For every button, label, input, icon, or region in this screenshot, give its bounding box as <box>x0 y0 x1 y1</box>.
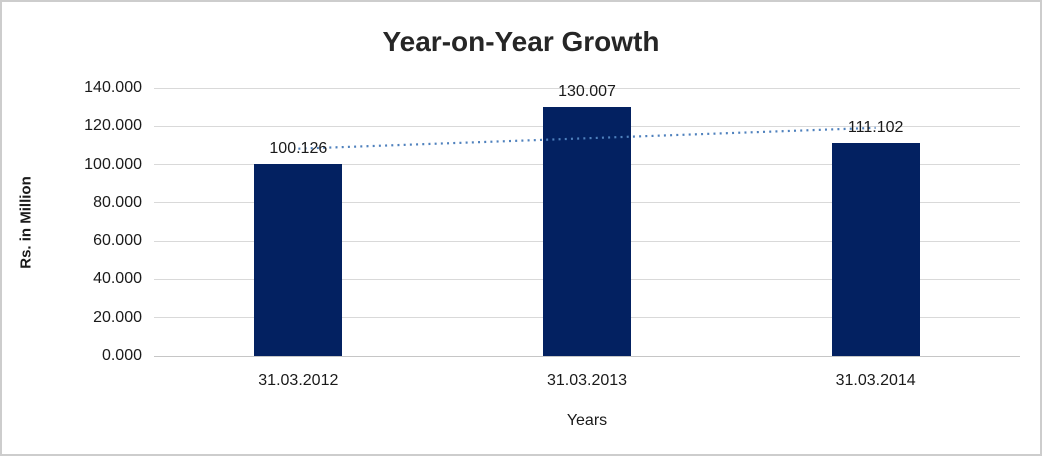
x-tick-label: 31.03.2014 <box>835 372 916 389</box>
bar <box>831 143 920 356</box>
y-tick-label: 100.000 <box>84 155 142 173</box>
y-tick-label: 0.000 <box>101 347 142 364</box>
y-tick-label: 120.000 <box>84 117 142 135</box>
y-tick-label: 60.000 <box>93 232 142 250</box>
y-tick-label: 40.000 <box>93 270 142 288</box>
gridline <box>154 355 1020 357</box>
y-axis-title: Rs. in Million <box>17 176 35 269</box>
y-tick-label: 20.000 <box>93 308 142 326</box>
trendline-segment <box>298 126 876 150</box>
bar <box>543 107 631 356</box>
gridline <box>154 87 1020 89</box>
bar <box>254 164 343 356</box>
y-tick-label: 140.000 <box>84 79 142 96</box>
x-axis-title: Years <box>566 412 608 429</box>
bar-value-label: 111.102 <box>847 119 904 137</box>
chart-title: Year-on-Year Growth <box>382 26 660 57</box>
bar-value-label: 130.007 <box>558 83 616 101</box>
bar-value-label: 100.126 <box>269 140 328 158</box>
y-tick-label: 80.000 <box>93 193 142 211</box>
x-tick-label: 31.03.2013 <box>546 372 628 389</box>
x-tick-label: 31.03.2012 <box>258 372 339 389</box>
plot-area: 0.000 20.000 40.000 60.000 80.000 100.000 120.… <box>84 79 1020 389</box>
